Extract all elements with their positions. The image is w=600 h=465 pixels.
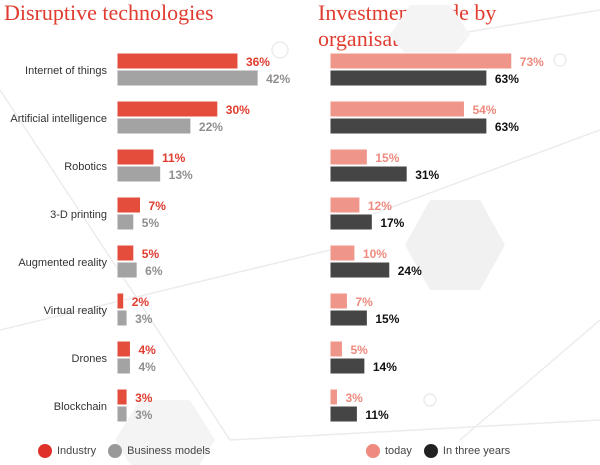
bar-in-three-years xyxy=(329,261,391,279)
bar-today xyxy=(329,340,343,358)
bar-today xyxy=(329,148,368,166)
bar-today xyxy=(329,52,513,70)
legend-label: Industry xyxy=(57,445,97,457)
bar-in-three-years xyxy=(329,117,488,135)
bar-industry xyxy=(116,244,135,262)
data-label: 10% xyxy=(363,247,387,261)
data-label: 7% xyxy=(149,199,167,213)
data-label: 11% xyxy=(162,151,186,165)
bar-business-models xyxy=(116,117,192,135)
legend-label: today xyxy=(385,445,412,457)
bar-industry xyxy=(116,148,155,166)
bar-business-models xyxy=(116,405,128,423)
data-label: 14% xyxy=(373,360,397,374)
legend-label: Business models xyxy=(127,445,211,457)
legend-item-business-models: Business models xyxy=(108,444,210,458)
data-label: 5% xyxy=(350,343,368,357)
data-label: 12% xyxy=(368,199,392,213)
right-legend: today In three years xyxy=(366,444,522,458)
data-label: 63% xyxy=(495,120,519,134)
data-label: 3% xyxy=(135,408,153,422)
background-network-decoration xyxy=(0,5,600,465)
bar-today xyxy=(329,196,361,214)
category-label: Augmented reality xyxy=(18,257,107,269)
bar-industry xyxy=(116,388,128,406)
data-label: 22% xyxy=(199,120,223,134)
bar-industry xyxy=(116,292,125,310)
in-three-years-swatch xyxy=(423,444,438,458)
today-swatch xyxy=(366,444,380,458)
data-label: 15% xyxy=(375,151,399,165)
category-label: Drones xyxy=(72,353,108,365)
bar-today xyxy=(329,100,465,118)
data-label: 3% xyxy=(345,391,363,405)
data-label: 6% xyxy=(145,264,163,278)
data-label: 63% xyxy=(495,72,519,86)
category-label: Artificial intelligence xyxy=(10,113,107,125)
bar-business-models xyxy=(116,69,259,87)
data-label: 24% xyxy=(398,264,422,278)
bar-in-three-years xyxy=(329,309,368,327)
bar-business-models xyxy=(116,309,128,327)
bar-today xyxy=(329,388,338,406)
data-label: 3% xyxy=(135,391,153,405)
data-label: 5% xyxy=(142,247,160,261)
bar-industry xyxy=(116,52,239,70)
category-label: Blockchain xyxy=(54,401,107,413)
category-label: Robotics xyxy=(64,161,107,173)
bar-today xyxy=(329,292,348,310)
legend-item-industry: Industry xyxy=(38,444,96,458)
left-chart-title: Disruptive technologies xyxy=(4,0,214,25)
data-label: 7% xyxy=(355,295,373,309)
bar-business-models xyxy=(116,357,131,375)
bar-industry xyxy=(116,100,219,118)
bar-business-models xyxy=(116,261,138,279)
bar-industry xyxy=(116,196,142,214)
category-label: 3-D printing xyxy=(50,209,107,221)
bar-business-models xyxy=(116,165,162,183)
bar-in-three-years xyxy=(329,357,366,375)
bar-industry xyxy=(116,340,131,358)
business-models-swatch xyxy=(108,444,123,458)
legend-item-in-three-years: In three years xyxy=(423,444,511,458)
data-label: 2% xyxy=(132,295,150,309)
bar-in-three-years xyxy=(329,405,358,423)
legend-item-today: today xyxy=(366,444,412,458)
data-label: 30% xyxy=(226,103,250,117)
data-label: 5% xyxy=(142,216,160,230)
data-label: 15% xyxy=(375,312,399,326)
data-label: 17% xyxy=(380,216,404,230)
data-label: 11% xyxy=(365,408,389,422)
bar-in-three-years xyxy=(329,165,408,183)
bar-in-three-years xyxy=(329,213,373,231)
industry-swatch xyxy=(38,444,52,458)
bar-today xyxy=(329,244,356,262)
left-legend: Industry Business models xyxy=(38,444,222,458)
data-label: 13% xyxy=(169,168,193,182)
data-label: 3% xyxy=(135,312,153,326)
category-label: Internet of things xyxy=(25,65,107,77)
bar-in-three-years xyxy=(329,69,488,87)
data-label: 4% xyxy=(138,360,156,374)
data-label: 31% xyxy=(415,168,439,182)
bar-business-models xyxy=(116,213,135,231)
data-label: 73% xyxy=(520,55,544,69)
data-label: 42% xyxy=(266,72,290,86)
legend-label: In three years xyxy=(442,445,511,457)
data-label: 4% xyxy=(138,343,156,357)
data-label: 36% xyxy=(246,55,270,69)
category-label: Virtual reality xyxy=(44,305,108,317)
data-label: 54% xyxy=(472,103,496,117)
